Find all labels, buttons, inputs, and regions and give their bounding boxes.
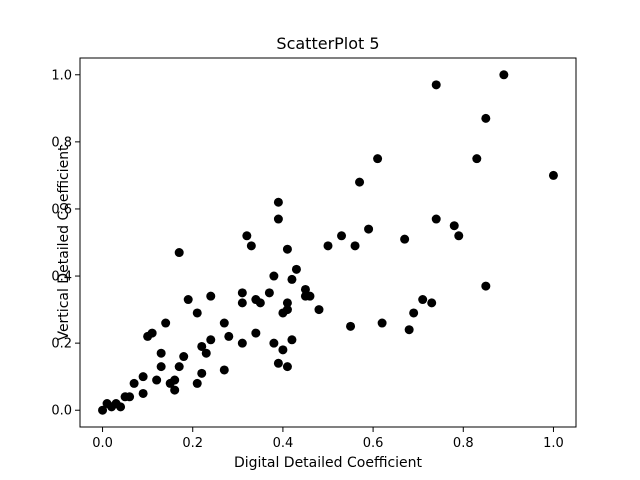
data-point bbox=[206, 335, 216, 345]
data-point bbox=[282, 362, 292, 372]
x-tick-label: 1.0 bbox=[543, 436, 564, 451]
data-point bbox=[147, 328, 157, 338]
data-point bbox=[125, 392, 135, 402]
data-point bbox=[346, 321, 356, 331]
data-point bbox=[427, 298, 437, 308]
data-point bbox=[282, 244, 292, 254]
data-point bbox=[273, 214, 283, 224]
y-tick-label: 0.8 bbox=[51, 135, 72, 150]
data-point bbox=[237, 298, 247, 308]
x-tick-label: 0.6 bbox=[363, 436, 384, 451]
data-point bbox=[197, 368, 207, 378]
y-tick-label: 0.2 bbox=[51, 337, 72, 352]
data-point bbox=[183, 295, 193, 305]
data-point bbox=[197, 341, 207, 351]
data-point bbox=[287, 335, 297, 345]
data-point bbox=[129, 378, 139, 388]
data-point bbox=[219, 318, 229, 328]
data-point bbox=[161, 318, 171, 328]
plot-area-frame bbox=[79, 57, 577, 428]
data-point bbox=[355, 177, 365, 187]
data-point bbox=[273, 197, 283, 207]
data-point bbox=[255, 298, 265, 308]
data-point bbox=[305, 291, 315, 301]
data-point bbox=[400, 234, 410, 244]
data-point bbox=[278, 345, 288, 355]
data-point bbox=[377, 318, 387, 328]
x-tick-label: 0.8 bbox=[453, 436, 474, 451]
data-point bbox=[431, 214, 441, 224]
data-point bbox=[282, 305, 292, 315]
data-point bbox=[237, 338, 247, 348]
data-point bbox=[364, 224, 374, 234]
data-point bbox=[431, 80, 441, 90]
data-point bbox=[206, 291, 216, 301]
y-axis-ticks: 0.0 0.2 0.4 0.6 0.8 1.0 bbox=[51, 68, 80, 419]
data-point bbox=[472, 154, 482, 164]
data-point bbox=[116, 402, 126, 412]
x-axis-ticks: 0.0 0.2 0.4 0.6 0.8 1.0 bbox=[92, 427, 564, 451]
y-tick-label: 0.0 bbox=[51, 404, 72, 419]
data-point bbox=[449, 221, 459, 231]
data-point bbox=[224, 331, 234, 341]
data-point bbox=[481, 281, 491, 291]
data-point bbox=[269, 338, 279, 348]
data-point bbox=[138, 372, 148, 382]
data-point bbox=[251, 328, 261, 338]
points-layer bbox=[98, 70, 558, 415]
y-axis-label: Vertical Detailed Coefficient bbox=[56, 145, 72, 341]
data-point bbox=[282, 298, 292, 308]
x-tick-label: 0.4 bbox=[273, 436, 294, 451]
data-point bbox=[314, 305, 324, 315]
data-point bbox=[192, 308, 202, 318]
y-tick-label: 0.6 bbox=[51, 202, 72, 217]
data-point bbox=[499, 70, 509, 80]
data-point bbox=[350, 241, 360, 251]
data-point bbox=[300, 284, 310, 294]
data-point bbox=[291, 264, 301, 274]
x-axis-label: Digital Detailed Coefficient bbox=[234, 455, 423, 471]
data-point bbox=[192, 378, 202, 388]
data-point bbox=[237, 288, 247, 298]
data-point bbox=[98, 405, 108, 415]
data-point bbox=[481, 113, 491, 123]
data-point bbox=[548, 170, 558, 180]
data-point bbox=[174, 362, 184, 372]
data-point bbox=[246, 241, 256, 251]
data-point bbox=[337, 231, 347, 241]
x-tick-label: 0.0 bbox=[92, 436, 113, 451]
data-point bbox=[418, 295, 428, 305]
data-point bbox=[404, 325, 414, 335]
data-point bbox=[170, 375, 180, 385]
data-point bbox=[454, 231, 464, 241]
data-point bbox=[287, 274, 297, 284]
data-point bbox=[138, 388, 148, 398]
data-point bbox=[242, 231, 252, 241]
data-point bbox=[201, 348, 211, 358]
data-point bbox=[156, 362, 166, 372]
data-point bbox=[323, 241, 333, 251]
y-tick-label: 0.4 bbox=[51, 270, 72, 285]
data-point bbox=[269, 271, 279, 281]
data-point bbox=[219, 365, 229, 375]
data-point bbox=[174, 248, 184, 258]
data-point bbox=[373, 154, 383, 164]
y-tick-label: 1.0 bbox=[51, 68, 72, 83]
data-point bbox=[179, 352, 189, 362]
data-point bbox=[264, 288, 274, 298]
data-point bbox=[273, 358, 283, 368]
data-point bbox=[152, 375, 162, 385]
x-tick-label: 0.2 bbox=[182, 436, 203, 451]
data-point bbox=[409, 308, 419, 318]
data-point bbox=[170, 385, 180, 395]
chart-title: ScatterPlot 5 bbox=[276, 34, 379, 53]
data-point bbox=[156, 348, 166, 358]
